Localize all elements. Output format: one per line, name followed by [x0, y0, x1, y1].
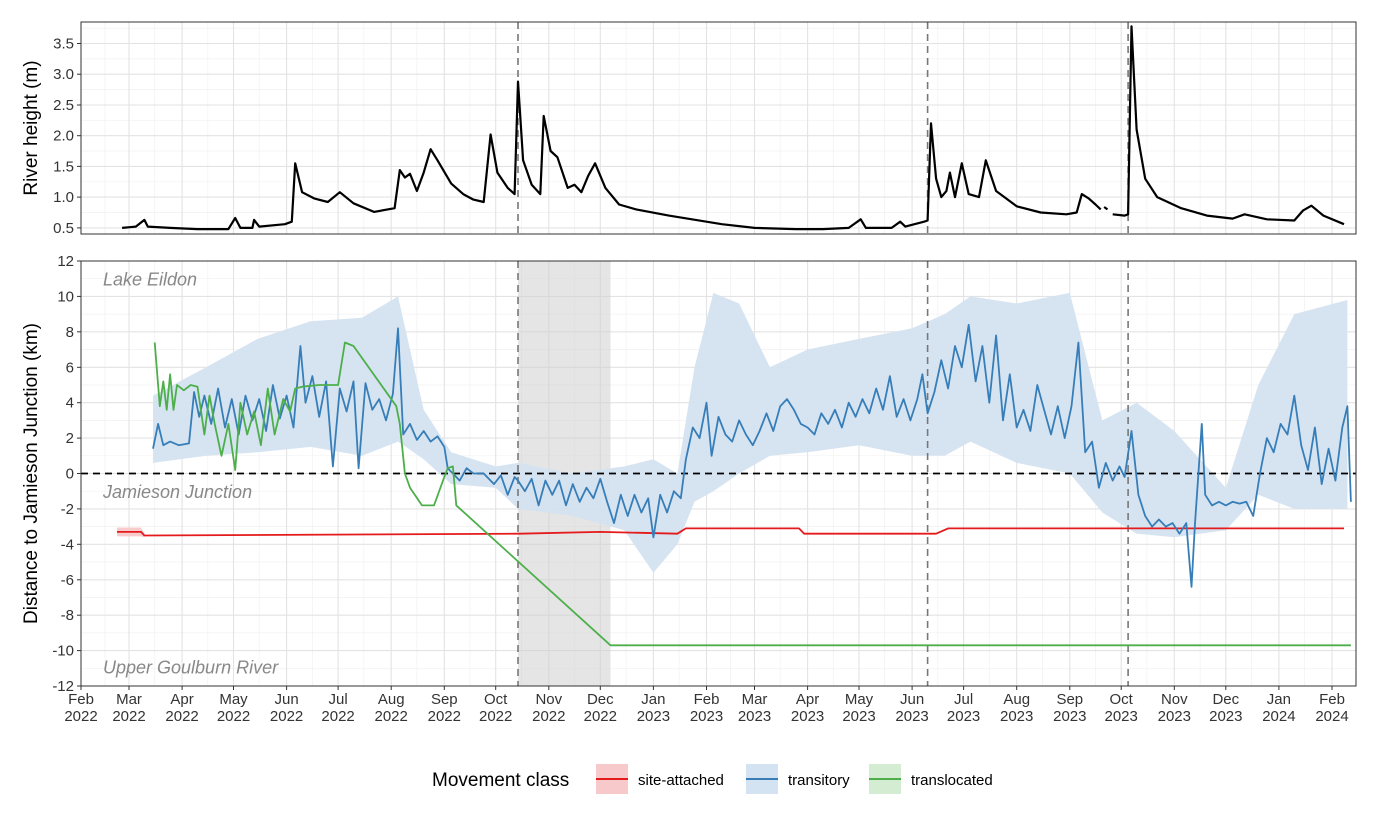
bottom-y-tick-label: -8	[61, 607, 74, 624]
x-tick-label: Feb 2024	[1315, 691, 1348, 725]
x-tick-label: Apr 2022	[165, 691, 198, 725]
x-tick-label: Feb 2022	[64, 691, 97, 725]
top-y-tick-label: 3.5	[53, 36, 74, 53]
x-tick-label: Jun 2023	[895, 691, 928, 725]
top-panel-border	[80, 21, 1357, 235]
bottom-y-tick-label: -2	[61, 501, 74, 518]
x-tick-label: Feb 2023	[690, 691, 723, 725]
legend-item-site-attached: site-attached	[596, 764, 724, 794]
legend-item-translocated: translocated	[869, 764, 993, 794]
legend-label-site-attached: site-attached	[638, 772, 724, 789]
bottom-y-tick-label: 2	[66, 430, 74, 447]
x-tick-label: Oct 2022	[479, 691, 512, 725]
x-tick-label: Mar 2023	[738, 691, 771, 725]
bottom-y-tick-label: 10	[57, 288, 74, 305]
x-tick-label: Jul 2023	[947, 691, 980, 725]
legend-label-transitory: transitory	[788, 772, 850, 789]
bottom-y-tick-label: -10	[52, 643, 74, 660]
bottom-y-tick-label: 6	[66, 359, 74, 376]
x-tick-label: Sep 2022	[428, 691, 461, 725]
x-tick-label: Jan 2023	[637, 691, 670, 725]
top-y-tick-label: 2.5	[53, 97, 74, 114]
bottom-y-tick-label: -4	[61, 536, 74, 553]
x-tick-label: Mar 2022	[112, 691, 145, 725]
top-y-tick-label: 1.5	[53, 158, 74, 175]
region-annotation: Lake Eildon	[103, 270, 197, 290]
x-tick-label: Oct 2023	[1105, 691, 1138, 725]
x-tick-label: May 2022	[217, 691, 250, 725]
river-height-panel: 0.5 1.0 1.5 2.0 2.5 3.0 3.5 River height (m)	[21, 21, 1357, 237]
legend: Movement class site-attached transitory …	[432, 764, 993, 794]
top-plot-background	[81, 22, 1356, 234]
transitory-confidence-band	[153, 292, 1348, 573]
region-annotation: Upper Goulburn River	[103, 658, 279, 678]
x-tick-label: Jan 2024	[1262, 691, 1295, 725]
bottom-y-tick-label: 8	[66, 324, 74, 341]
x-tick-label: Dec 2023	[1209, 691, 1242, 725]
bottom-y-tick-label: 0	[66, 466, 74, 483]
x-tick-label: Dec 2022	[584, 691, 617, 725]
x-tick-label: Aug 2022	[375, 691, 408, 725]
site-attached-line	[117, 527, 1344, 537]
x-tick-label: Nov 2023	[1158, 691, 1191, 725]
x-tick-label: Sep 2023	[1053, 691, 1086, 725]
translocated-line	[153, 341, 1351, 647]
x-tick-label: Nov 2022	[532, 691, 565, 725]
x-tick-label: May 2023	[842, 691, 875, 725]
top-y-tick-label: 1.0	[53, 189, 74, 206]
region-annotation: Jamieson Junction	[102, 482, 252, 502]
legend-title: Movement class	[432, 770, 569, 791]
distance-panel: Lake Eildon Jamieson Junction Upper Goulbu…	[21, 253, 1357, 725]
bottom-y-tick-label: -6	[61, 572, 74, 589]
bottom-y-tick-label: 12	[57, 253, 74, 270]
bottom-y-tick-label: -12	[52, 678, 74, 695]
x-tick-label: Jul 2022	[321, 691, 354, 725]
x-tick-label: Apr 2023	[791, 691, 824, 725]
top-y-tick-label: 0.5	[53, 220, 74, 237]
bottom-y-tick-label: 4	[66, 395, 74, 412]
x-tick-label: Jun 2022	[270, 691, 303, 725]
legend-label-translocated: translocated	[911, 772, 993, 789]
top-y-axis-title: River height (m)	[21, 60, 42, 195]
bottom-y-axis-title: Distance to Jamieson Junction (km)	[21, 323, 42, 624]
x-tick-label: Aug 2023	[1000, 691, 1033, 725]
legend-item-transitory: transitory	[746, 764, 850, 794]
top-y-tick-label: 2.0	[53, 128, 74, 145]
river-height-line	[121, 25, 1345, 231]
top-y-tick-label: 3.0	[53, 66, 74, 83]
transitory-line	[152, 323, 1352, 588]
